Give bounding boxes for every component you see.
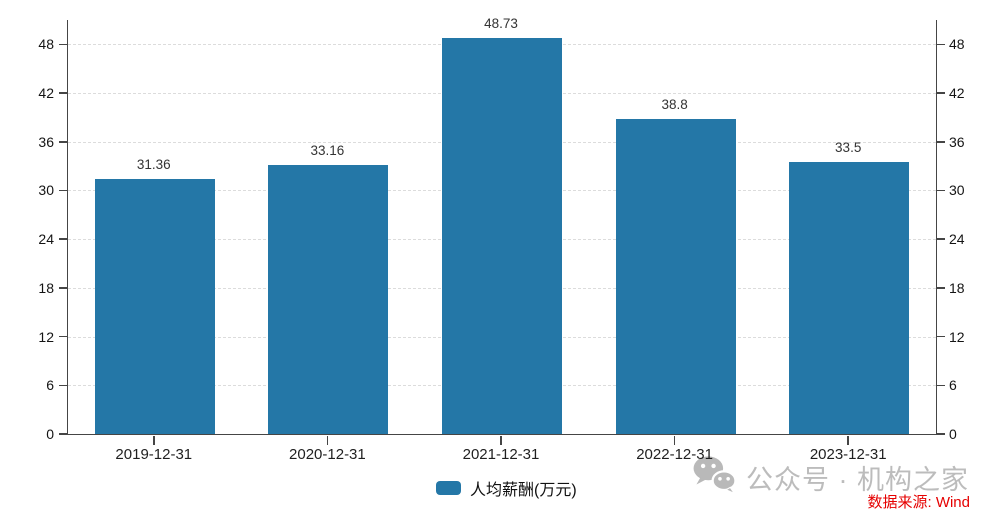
y-axis-label-left: 0: [46, 426, 54, 442]
watermark-label: 公众号 · 机构之家: [746, 465, 969, 495]
y-axis-tick-left: [59, 287, 67, 289]
y-axis-label-right: 30: [949, 182, 965, 199]
y-axis-label-right: 36: [949, 133, 965, 150]
x-axis-label: 2022-12-31: [636, 446, 713, 463]
y-axis-label-left: 36: [38, 133, 54, 150]
y-axis-tick-left: [59, 43, 67, 46]
y-axis-label-right: 24: [949, 231, 965, 248]
y-axis-tick-right: [936, 189, 945, 192]
x-axis-label: 2023-12-31: [809, 446, 887, 463]
y-axis-tick-left: [59, 335, 67, 338]
y-axis-tick-left: [59, 141, 67, 143]
y-axis-label-left: 48: [38, 36, 54, 53]
y-axis-label-right: 12: [949, 328, 965, 345]
bar: [442, 38, 562, 434]
y-axis-label-right: 48: [949, 36, 965, 53]
y-axis-label-right: 18: [949, 279, 965, 296]
y-axis-label-right: 42: [949, 85, 965, 102]
x-axis-tick: [500, 435, 502, 445]
data-source-note: 数据来源: Wind: [867, 494, 970, 511]
watermark: 公众号 · 机构之家: [692, 455, 969, 500]
bar-value-label: 33.5: [835, 140, 862, 156]
bar-value-label: 31.36: [136, 157, 171, 173]
bar-value-label: 38.8: [661, 97, 688, 113]
y-axis-tick-right: [936, 238, 945, 240]
y-axis-label-left: 42: [38, 85, 54, 102]
bar: [789, 162, 910, 434]
y-axis-label-left: 6: [46, 377, 54, 394]
y-axis-label-left: 18: [38, 279, 54, 296]
x-axis-tick: [153, 435, 155, 445]
y-axis-tick-right: [936, 141, 945, 143]
x-axis-label: 2021-12-31: [462, 446, 540, 463]
y-axis-tick-right: [936, 92, 945, 94]
y-axis-tick-right: [936, 433, 945, 435]
x-axis-label: 2020-12-31: [289, 446, 366, 463]
y-axis-tick-left: [59, 238, 67, 240]
x-axis-tick: [326, 435, 329, 445]
bar-value-label: 48.73: [484, 16, 518, 32]
y-axis-label-right: 0: [949, 426, 957, 442]
legend: 人均薪酬(万元): [436, 476, 577, 500]
y-axis-tick-right: [936, 43, 945, 46]
plot-area: [67, 20, 937, 435]
x-axis-tick: [847, 435, 849, 445]
legend-label: 人均薪酬(万元): [470, 482, 577, 499]
y-axis-label-left: 30: [38, 182, 54, 199]
y-axis-label-left: 12: [38, 328, 54, 345]
bar-value-label: 33.16: [310, 142, 345, 158]
bar: [615, 119, 736, 434]
y-axis-label-left: 24: [38, 231, 54, 248]
x-axis-tick: [673, 435, 676, 445]
y-axis-tick-left: [59, 384, 67, 387]
legend-swatch: [436, 481, 461, 495]
x-axis-label: 2019-12-31: [115, 446, 193, 463]
bar: [94, 179, 215, 434]
y-axis-tick-left: [59, 189, 67, 192]
y-axis-label-right: 6: [949, 377, 957, 394]
bar: [268, 164, 389, 434]
y-axis-tick-left: [59, 433, 67, 435]
y-axis-tick-right: [936, 384, 945, 387]
y-axis-tick-left: [59, 92, 67, 94]
y-axis-tick-right: [936, 287, 945, 289]
wechat-icon: [692, 455, 738, 500]
y-axis-tick-right: [936, 335, 945, 338]
